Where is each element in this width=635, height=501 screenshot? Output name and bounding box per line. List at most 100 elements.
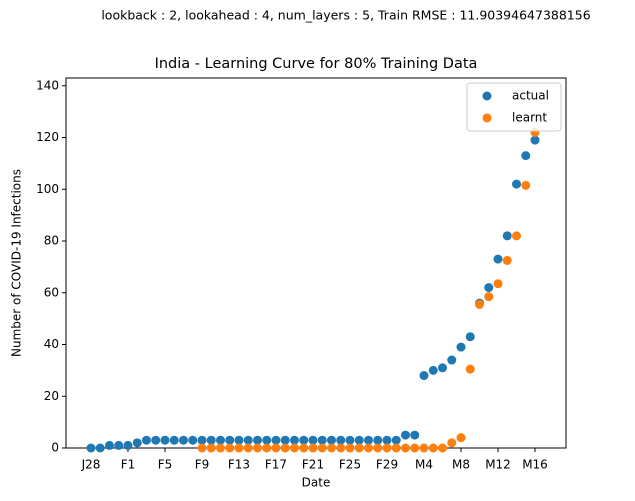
x-tick-label: J28 (81, 458, 101, 472)
point (308, 443, 318, 453)
point (197, 435, 207, 445)
point (336, 435, 346, 445)
point (382, 443, 392, 453)
point (363, 435, 373, 445)
point (299, 443, 309, 453)
point (419, 371, 429, 381)
point (114, 440, 124, 450)
y-tick-label: 100 (36, 182, 59, 196)
x-tick-label: F13 (228, 458, 250, 472)
point (234, 443, 244, 453)
point (271, 435, 281, 445)
x-tick-label: F21 (302, 458, 324, 472)
point (317, 435, 327, 445)
point (484, 292, 494, 302)
point (252, 435, 262, 445)
point (123, 440, 133, 450)
point (512, 231, 522, 241)
point (262, 443, 272, 453)
point (317, 443, 327, 453)
point (354, 443, 364, 453)
point (132, 438, 142, 448)
point (86, 443, 96, 453)
point (151, 435, 161, 445)
y-tick-label: 140 (36, 78, 59, 92)
y-tick-label: 120 (36, 130, 59, 144)
x-tick-label: F9 (195, 458, 210, 472)
point (326, 435, 336, 445)
point (401, 443, 411, 453)
point (178, 435, 188, 445)
point (234, 435, 244, 445)
y-tick-label: 40 (44, 337, 59, 351)
point (326, 443, 336, 453)
x-tick-label: M8 (452, 458, 470, 472)
point (252, 443, 262, 453)
point (289, 443, 299, 453)
x-axis-label: Date (302, 476, 331, 490)
point (447, 355, 457, 365)
point (512, 179, 522, 189)
point (188, 435, 198, 445)
point (363, 443, 373, 453)
point (401, 430, 411, 440)
y-tick-label: 80 (44, 234, 59, 248)
point (141, 435, 151, 445)
point (271, 443, 281, 453)
x-tick-label: F5 (158, 458, 173, 472)
point (502, 231, 512, 241)
point (465, 332, 475, 342)
point (299, 435, 309, 445)
point (215, 435, 225, 445)
point (438, 443, 448, 453)
point (493, 254, 503, 264)
point (354, 435, 364, 445)
point (391, 443, 401, 453)
point (289, 435, 299, 445)
point (206, 435, 216, 445)
point (169, 435, 179, 445)
point (456, 433, 466, 443)
point (215, 443, 225, 453)
point (243, 435, 253, 445)
point (521, 180, 531, 190)
point (493, 279, 503, 289)
point (410, 443, 420, 453)
point (280, 443, 290, 453)
point (308, 435, 318, 445)
point (428, 365, 438, 375)
point (95, 443, 105, 453)
legend-marker (482, 113, 492, 123)
point (225, 435, 235, 445)
legend-label: actual (512, 89, 549, 103)
point (373, 435, 383, 445)
x-tick-label: F29 (376, 458, 398, 472)
x-tick-label: M4 (415, 458, 433, 472)
point (419, 443, 429, 453)
y-tick-label: 0 (51, 441, 59, 455)
x-tick-label: M12 (485, 458, 511, 472)
y-tick-label: 60 (44, 285, 59, 299)
point (336, 443, 346, 453)
point (521, 151, 531, 161)
x-tick-label: F1 (121, 458, 136, 472)
y-axis-label: Number of COVID-19 Infections (10, 169, 24, 357)
point (502, 255, 512, 265)
point (104, 440, 114, 450)
point (484, 283, 494, 293)
suptitle: lookback : 2, lookahead : 4, num_layers … (101, 8, 590, 23)
point (447, 438, 457, 448)
x-tick-label: F25 (339, 458, 361, 472)
point (262, 435, 272, 445)
y-tick-label: 20 (44, 389, 59, 403)
legend-label: learnt (512, 111, 547, 125)
point (438, 363, 448, 373)
point (160, 435, 170, 445)
chart-title: India - Learning Curve for 80% Training … (155, 56, 478, 72)
point (206, 443, 216, 453)
point (410, 430, 420, 440)
point (345, 443, 355, 453)
point (197, 443, 207, 453)
point (373, 443, 383, 453)
